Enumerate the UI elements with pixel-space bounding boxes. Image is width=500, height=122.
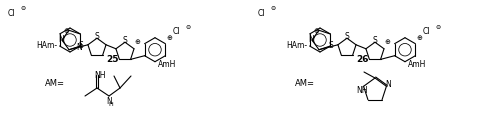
Text: ⊕: ⊕ (384, 39, 390, 45)
Text: ⊕: ⊕ (166, 35, 172, 41)
Text: S: S (328, 41, 333, 50)
Text: S: S (122, 36, 128, 45)
Text: S: S (78, 41, 83, 50)
Text: HAm-: HAm- (36, 41, 58, 51)
Text: N: N (308, 36, 314, 45)
Text: Cl: Cl (173, 27, 180, 36)
Text: HAm-: HAm- (286, 41, 308, 51)
Text: N: N (106, 97, 112, 106)
Text: N: N (76, 42, 82, 51)
Text: S: S (344, 32, 350, 41)
Text: H: H (108, 102, 114, 107)
Text: N: N (58, 36, 64, 45)
Text: NH: NH (94, 71, 106, 80)
Text: NH: NH (356, 86, 368, 95)
Text: AmH: AmH (408, 60, 426, 69)
Text: ⊖: ⊖ (435, 25, 440, 30)
Text: S: S (372, 36, 378, 45)
Text: 25: 25 (106, 56, 118, 65)
Text: ⊕: ⊕ (313, 28, 319, 34)
Text: 26: 26 (356, 56, 368, 65)
Text: S: S (94, 32, 100, 41)
Text: ⊕: ⊕ (63, 28, 69, 34)
Text: AmH: AmH (158, 60, 176, 69)
Text: ⊖: ⊖ (20, 6, 25, 11)
Text: Cl: Cl (8, 10, 16, 19)
Text: ⊕: ⊕ (416, 35, 422, 41)
Text: AM=: AM= (45, 80, 65, 88)
Text: ⊖: ⊖ (185, 25, 190, 30)
Text: AM=: AM= (295, 80, 315, 88)
Text: ⊕: ⊕ (134, 39, 140, 45)
Text: Cl: Cl (258, 10, 266, 19)
Text: Cl: Cl (423, 27, 430, 36)
Text: ⊖: ⊖ (270, 6, 275, 11)
Text: N: N (386, 80, 392, 89)
